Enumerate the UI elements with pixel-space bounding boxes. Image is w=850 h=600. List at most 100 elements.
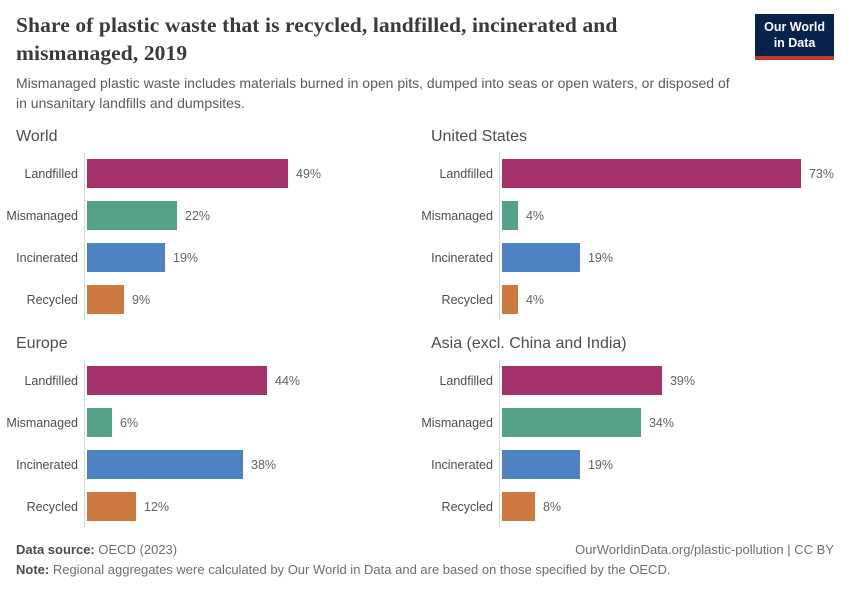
bar-track: 49% (87, 159, 415, 189)
category-label: Recycled (26, 292, 78, 307)
bar-incinerated[interactable] (501, 450, 580, 480)
bar-row: Recycled 8% (442, 492, 834, 522)
page-subtitle: Mismanaged plastic waste includes materi… (16, 75, 730, 111)
bar-recycled[interactable] (87, 285, 124, 315)
bar-landfilled[interactable] (87, 159, 288, 189)
bar-recycled[interactable] (501, 492, 535, 522)
footer-note-line: Note: Regional aggregates were calculate… (16, 560, 834, 580)
value-label: 19% (587, 457, 613, 472)
bar-mismanaged[interactable] (87, 201, 177, 231)
chart-body: Landfilled 73% Mismanaged 4% Incinerated 19% R… (421, 153, 834, 321)
header-text: Share of plastic waste that is recycled,… (16, 12, 755, 113)
bar-track: 34% (501, 408, 834, 438)
bar-track: 22% (87, 201, 415, 231)
bar-mismanaged[interactable] (501, 201, 518, 231)
value-label: 19% (587, 250, 613, 265)
value-label: 6% (120, 415, 139, 430)
page-title: Share of plastic waste that is recycled,… (16, 13, 618, 65)
facet-united-states: United States Landfilled 73% Mismanaged 4% I… (421, 128, 834, 321)
chart-body: Landfilled 44% Mismanaged 6% Incinerated 38% R… (6, 360, 415, 528)
bar-row: Mismanaged 22% (6, 201, 415, 231)
bar-incinerated[interactable] (87, 243, 165, 273)
owid-logo-line1: Our World (764, 20, 825, 34)
bar-landfilled[interactable] (87, 366, 267, 396)
category-label: Mismanaged (6, 415, 78, 430)
chart-body: Landfilled 39% Mismanaged 34% Incinerated 19%… (421, 360, 834, 528)
facet-title: Asia (excl. China and India) (430, 335, 627, 353)
category-label: Landfilled (439, 166, 493, 181)
value-label: 9% (132, 292, 151, 307)
category-label: Landfilled (24, 373, 78, 388)
footer-source-line: Data source: OECD (2023) OurWorldinData.… (16, 540, 834, 560)
bar-incinerated[interactable] (501, 243, 580, 273)
value-label: 4% (525, 208, 545, 223)
bar-row: Recycled 12% (27, 492, 415, 522)
bar-row: Mismanaged 4% (421, 201, 834, 231)
owid-logo-line2: in Data (773, 35, 816, 50)
chart-body: Landfilled 49% Mismanaged 22% Incinerated 19%… (6, 153, 415, 321)
value-label: 44% (275, 373, 301, 388)
data-source: Data source: OECD (2023) (16, 540, 177, 560)
header: Share of plastic waste that is recycled,… (16, 12, 834, 113)
value-label: 8% (542, 499, 562, 514)
bar-track: 19% (87, 243, 415, 273)
bar-row: Incinerated 38% (16, 450, 415, 480)
bar-track: 19% (501, 243, 834, 273)
category-label: Landfilled (24, 166, 78, 181)
bar-row: Landfilled 49% (24, 159, 415, 189)
footer: Data source: OECD (2023) OurWorldinData.… (16, 540, 834, 580)
bar-landfilled[interactable] (501, 159, 801, 189)
bar-row: Mismanaged 6% (6, 408, 415, 438)
bar-row: Recycled 9% (27, 285, 415, 315)
category-label: Recycled (441, 292, 493, 307)
category-label: Incinerated (16, 250, 78, 265)
value-label: 49% (296, 166, 322, 181)
bar-row: Landfilled 73% (439, 159, 834, 189)
bar-row: Landfilled 39% (439, 366, 834, 396)
owid-url-link[interactable]: OurWorldinData.org/plastic-pollution | C… (575, 542, 834, 558)
note-label: Note: (16, 562, 50, 578)
category-label: Mismanaged (421, 415, 493, 430)
bar-track: 39% (501, 366, 834, 396)
category-label: Recycled (441, 499, 493, 514)
chart-grid: World Landfilled 49% Mismanaged 22% Incinera… (6, 128, 834, 528)
bar-track: 4% (501, 285, 834, 315)
category-label: Incinerated (431, 457, 493, 472)
bar-row: Incinerated 19% (16, 243, 415, 273)
facet-title: United States (430, 128, 528, 146)
owid-logo[interactable]: Our World in Data (755, 14, 834, 61)
value-label: 38% (251, 457, 277, 472)
data-source-label: Data source: (16, 542, 95, 558)
category-label: Mismanaged (421, 208, 493, 223)
note-value: Regional aggregates were calculated by O… (49, 562, 671, 578)
bar-track: 73% (501, 159, 834, 189)
bar-track: 4% (501, 201, 834, 231)
facet-europe: Europe Landfilled 44% Mismanaged 6% Incinera… (6, 335, 415, 528)
bar-row: Recycled 4% (442, 285, 834, 315)
bar-mismanaged[interactable] (501, 408, 641, 438)
value-label: 12% (144, 499, 170, 514)
category-label: Landfilled (439, 373, 493, 388)
value-label: 39% (669, 373, 695, 388)
bar-track: 12% (87, 492, 415, 522)
facet-title: World (16, 128, 58, 146)
facet-title: Europe (16, 335, 68, 353)
bar-incinerated[interactable] (87, 450, 243, 480)
bar-track: 44% (87, 366, 415, 396)
bar-mismanaged[interactable] (87, 408, 112, 438)
bar-landfilled[interactable] (501, 366, 662, 396)
bar-track: 6% (87, 408, 415, 438)
bar-recycled[interactable] (87, 492, 136, 522)
value-label: 22% (185, 208, 211, 223)
data-source-value: OECD (2023) (94, 542, 178, 558)
bar-track: 38% (87, 450, 415, 480)
bar-row: Landfilled 44% (24, 366, 415, 396)
bar-recycled[interactable] (501, 285, 518, 315)
value-label: 34% (648, 415, 674, 430)
value-label: 4% (525, 292, 545, 307)
facet-world: World Landfilled 49% Mismanaged 22% Incinera… (6, 128, 415, 321)
bar-row: Incinerated 19% (431, 450, 834, 480)
value-label: 19% (173, 250, 199, 265)
facet-asia-excl-china-india: Asia (excl. China and India) Landfilled 3… (421, 335, 834, 528)
value-label: 73% (808, 166, 834, 181)
